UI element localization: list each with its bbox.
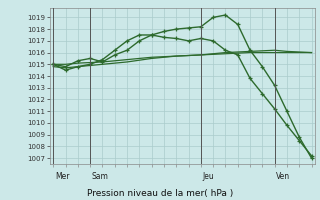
Text: Jeu: Jeu [203,172,214,181]
Text: Pression niveau de la mer( hPa ): Pression niveau de la mer( hPa ) [87,189,233,198]
Text: Sam: Sam [92,172,109,181]
Text: Mer: Mer [55,172,69,181]
Text: Ven: Ven [276,172,290,181]
